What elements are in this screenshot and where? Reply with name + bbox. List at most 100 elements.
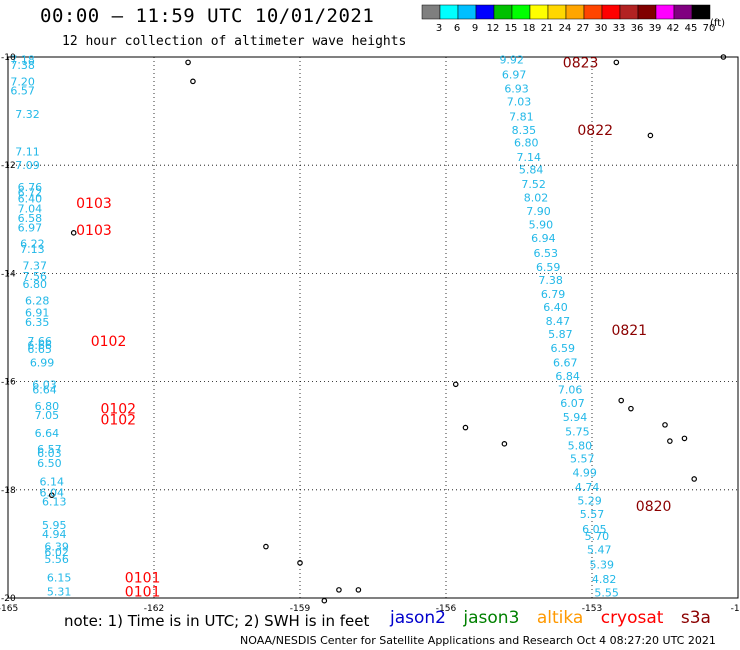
island-outline	[452, 381, 459, 388]
color-scale-bar: 3 6 9 12 15 18 21 24 27 30 33 36 39 42 45 70	[421, 4, 716, 34]
wave-height-label: 7.18	[10, 54, 35, 67]
wave-height-label: 6.22	[20, 238, 45, 251]
color-scale-label: 36	[631, 23, 644, 34]
wave-height-label: 5.95	[42, 519, 67, 532]
color-scale-swatch	[421, 4, 441, 20]
wave-height-label: 6.53	[534, 247, 559, 260]
color-scale-label: 39	[649, 23, 662, 34]
color-scale-label: 24	[559, 23, 572, 34]
color-scale-swatch	[493, 4, 513, 20]
wave-height-label: 7.52	[521, 178, 546, 191]
island-outline	[297, 560, 303, 566]
units-label: (ft)	[710, 18, 726, 29]
color-scale-label: 27	[577, 23, 590, 34]
island-outline	[691, 476, 698, 482]
y-tick-label: -14	[1, 269, 16, 279]
chart-title: 00:00 – 11:59 UTC 10/01/2021	[40, 5, 375, 27]
wave-height-label: 6.66	[27, 339, 52, 352]
wave-height-label: 6.05	[582, 523, 607, 536]
wave-height-label: 7.32	[15, 108, 40, 121]
satellite-legend: jason2 jason3 altika cryosat s3a	[390, 608, 723, 628]
x-tick-label: -156	[436, 604, 457, 614]
legend-jason3: jason3	[463, 608, 520, 628]
time-label: 0102	[100, 402, 136, 418]
island-outline	[70, 230, 77, 236]
wave-height-label: 6.15	[47, 571, 72, 584]
color-scale-swatch	[439, 4, 459, 20]
wave-height-label: 6.97	[502, 68, 527, 81]
legend-jason2: jason2	[390, 608, 446, 628]
wave-height-label: 5.55	[594, 587, 619, 600]
wave-height-label: 7.56	[23, 270, 48, 283]
wave-height-label: 7.06	[558, 384, 583, 397]
color-scale-swatch	[601, 4, 621, 20]
wave-height-label: 7.38	[10, 59, 35, 72]
wave-height-label: 6.57	[37, 443, 62, 456]
footnote: note: 1) Time is in UTC; 2) SWH is in fe…	[64, 612, 370, 630]
time-label: 0820	[636, 499, 672, 515]
wave-height-label: 4.82	[592, 573, 617, 586]
wave-height-label: 6.04	[40, 487, 65, 500]
color-scale-label: 42	[667, 23, 680, 34]
wave-height-label: 6.03	[32, 378, 57, 391]
wave-height-label: 6.59	[536, 261, 561, 274]
wave-height-label: 7.05	[35, 409, 60, 422]
wave-height-label: 6.80	[514, 136, 539, 149]
island-outline	[662, 422, 668, 428]
wave-height-label: 5.57	[580, 508, 605, 521]
color-scale-label: 18	[523, 23, 536, 34]
color-scale-swatch	[475, 4, 495, 20]
wave-height-label: 5.57	[570, 452, 595, 465]
wave-height-label: 5.29	[577, 495, 602, 508]
wave-height-points: 7.187.387.206.577.327.117.096.766.726.40…	[10, 54, 619, 600]
wave-height-label: 6.02	[44, 546, 69, 559]
wave-height-label: 6.64	[32, 384, 57, 397]
color-scale-label: 12	[487, 23, 500, 34]
time-label: 0101	[125, 585, 161, 601]
wave-height-label: 6.59	[551, 342, 576, 355]
wave-height-label: 7.81	[509, 111, 534, 124]
wave-height-label: 7.13	[20, 243, 45, 256]
wave-height-label: 6.94	[531, 232, 556, 245]
wave-height-label: 5.31	[47, 586, 72, 599]
wave-height-label: 8.02	[524, 192, 549, 205]
color-scale-swatch	[529, 4, 549, 20]
plot-border	[7, 56, 739, 599]
color-scale-label: 33	[613, 23, 626, 34]
wave-height-label: 6.28	[25, 294, 50, 307]
y-tick-label: -18	[1, 486, 16, 496]
wave-height-label: 6.76	[18, 181, 43, 194]
wave-height-label: 6.50	[37, 457, 62, 470]
color-scale-swatch	[673, 4, 693, 20]
wave-height-label: 6.84	[555, 370, 580, 383]
color-scale-swatch	[637, 4, 657, 20]
color-scale-label: 9	[472, 23, 478, 34]
legend-s3a: s3a	[680, 608, 711, 628]
wave-height-label: 6.80	[35, 400, 60, 413]
color-scale-label: 70	[703, 23, 716, 34]
color-scale-swatch	[583, 4, 603, 20]
wave-height-label: 4.94	[42, 528, 67, 541]
time-label: 0821	[611, 323, 647, 339]
time-label: 0823	[563, 55, 599, 71]
color-scale-swatch	[511, 4, 531, 20]
wave-height-label: 6.72	[18, 186, 43, 199]
x-tick-label: -15	[731, 604, 740, 614]
wave-height-label: 7.37	[23, 259, 48, 272]
y-tick-label: -16	[1, 378, 16, 388]
island-outline	[321, 597, 328, 604]
time-annotations: 0103010301020102010201010101082308220821…	[76, 55, 671, 600]
wave-height-label: 6.99	[30, 357, 55, 370]
wave-height-label: 6.40	[543, 301, 568, 314]
x-tick-label: -159	[290, 604, 311, 614]
color-scale-label: 30	[595, 23, 608, 34]
wave-height-label: 5.75	[565, 425, 590, 438]
wave-height-label: 6.97	[18, 221, 43, 234]
island-outlines	[48, 54, 727, 604]
wave-height-label: 6.35	[25, 316, 50, 329]
color-scale-label: 6	[454, 23, 460, 34]
wave-height-label: 5.70	[585, 530, 610, 543]
color-scale-swatch	[655, 4, 675, 20]
color-scale-swatch	[457, 4, 477, 20]
